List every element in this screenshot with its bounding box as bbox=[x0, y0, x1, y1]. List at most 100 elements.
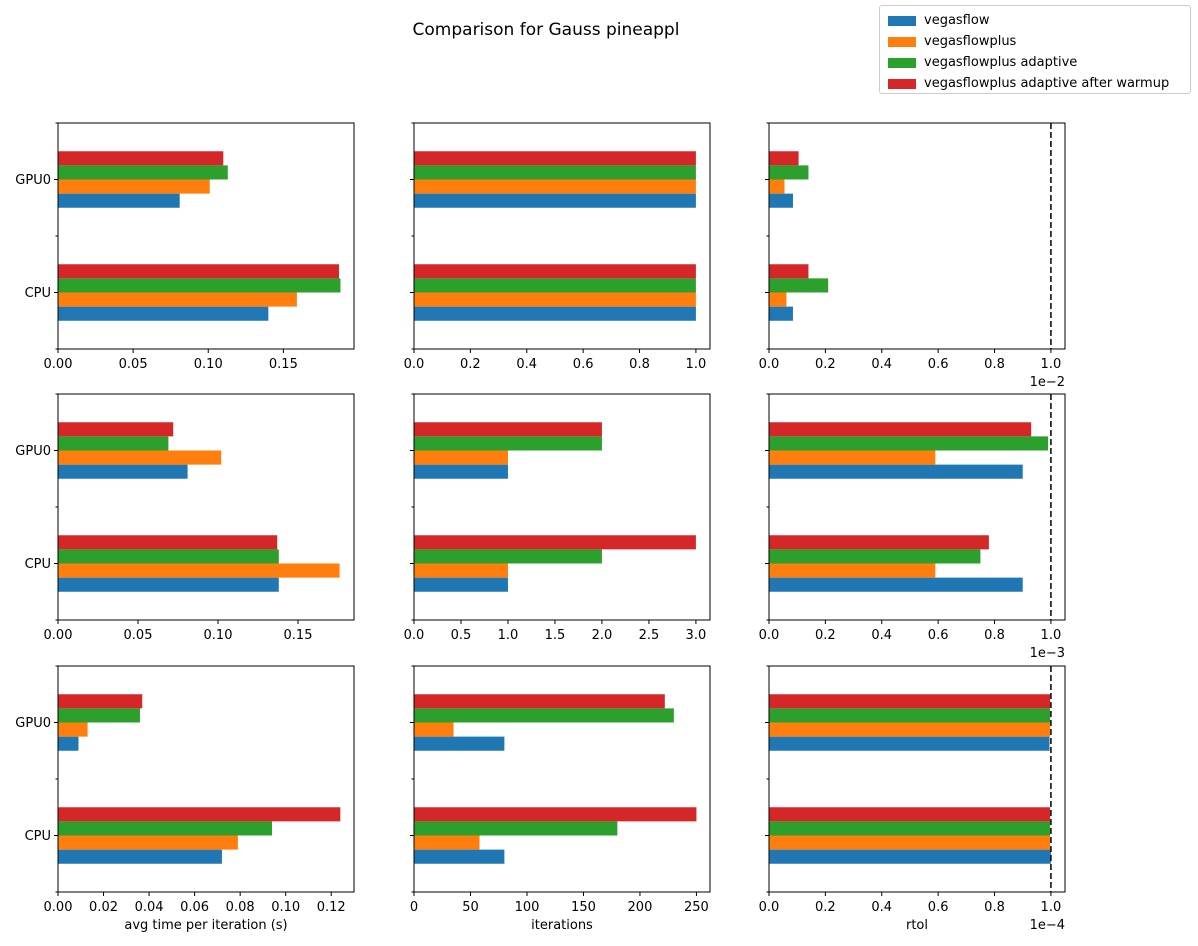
bar bbox=[58, 694, 143, 709]
axis-offset-label: 1e−4 bbox=[1030, 918, 1065, 933]
axis-offset-label: 1e−3 bbox=[1030, 646, 1065, 661]
x-tick-label: 0.4 bbox=[871, 900, 892, 915]
bar bbox=[769, 306, 793, 321]
bar bbox=[58, 422, 174, 437]
bar bbox=[414, 807, 697, 822]
x-tick-label: 0.6 bbox=[928, 628, 949, 643]
bar bbox=[58, 436, 169, 451]
bar bbox=[58, 849, 222, 864]
bar bbox=[769, 835, 1051, 850]
x-tick-label: 50 bbox=[462, 900, 479, 915]
legend-swatch bbox=[888, 36, 916, 47]
x-tick-label: 2.5 bbox=[639, 628, 660, 643]
bar bbox=[414, 535, 696, 550]
bar bbox=[58, 549, 279, 564]
x-tick-label: 0.4 bbox=[871, 357, 892, 372]
bar bbox=[769, 722, 1051, 737]
x-tick-label: 0.5 bbox=[451, 628, 472, 643]
bar bbox=[58, 151, 224, 166]
bar bbox=[769, 807, 1051, 822]
x-tick-label: 0.0 bbox=[759, 357, 780, 372]
x-tick-label: 1.0 bbox=[1041, 900, 1062, 915]
bar bbox=[769, 549, 981, 564]
bar bbox=[769, 165, 809, 180]
x-tick-label: 0.00 bbox=[44, 357, 73, 372]
bar bbox=[769, 450, 936, 465]
x-tick-label: 0.15 bbox=[269, 357, 298, 372]
bar bbox=[769, 821, 1051, 836]
x-tick-label: 0.8 bbox=[629, 357, 650, 372]
bar bbox=[414, 264, 696, 279]
x-tick-label: 1.0 bbox=[1041, 357, 1062, 372]
bar bbox=[414, 821, 618, 836]
bar bbox=[769, 278, 829, 293]
x-tick-label: 200 bbox=[628, 900, 653, 915]
x-tick-label: 0.2 bbox=[815, 900, 836, 915]
x-tick-label: 0.4 bbox=[516, 357, 537, 372]
bar bbox=[769, 535, 989, 550]
x-tick-label: 0.6 bbox=[573, 357, 594, 372]
bar bbox=[414, 306, 696, 321]
y-tick-label: GPU0 bbox=[15, 173, 51, 188]
legend-item: vegasflowplus adaptive bbox=[888, 52, 1182, 73]
x-tick-label: 0.2 bbox=[815, 357, 836, 372]
bar bbox=[414, 849, 505, 864]
bar bbox=[414, 694, 665, 709]
bar bbox=[58, 577, 279, 592]
x-tick-label: 0.05 bbox=[119, 357, 148, 372]
bar bbox=[414, 179, 696, 194]
x-tick-label: 0 bbox=[410, 900, 418, 915]
x-tick-label: 0.6 bbox=[928, 900, 949, 915]
legend-swatch bbox=[888, 15, 916, 26]
bar bbox=[769, 694, 1051, 709]
legend: vegasflow vegasflowplus vegasflowplus ad… bbox=[879, 5, 1191, 94]
bar bbox=[414, 450, 508, 465]
legend-swatch bbox=[888, 57, 916, 68]
x-tick-label: 3.0 bbox=[686, 628, 707, 643]
bar bbox=[414, 736, 505, 751]
bar bbox=[58, 165, 228, 180]
bar bbox=[414, 151, 696, 166]
bar bbox=[58, 736, 79, 751]
bar bbox=[58, 535, 278, 550]
bar bbox=[769, 179, 785, 194]
bar bbox=[414, 278, 696, 293]
legend-label: vegasflowplus adaptive after warmup bbox=[924, 76, 1170, 91]
bar bbox=[769, 264, 809, 279]
bar bbox=[58, 563, 340, 578]
x-tick-label: 0.06 bbox=[180, 900, 209, 915]
x-tick-label: 1.0 bbox=[498, 628, 519, 643]
x-tick-label: 0.8 bbox=[984, 628, 1005, 643]
bar bbox=[769, 464, 1023, 479]
x-tick-label: 0.00 bbox=[44, 900, 73, 915]
bar bbox=[769, 708, 1051, 723]
x-tick-label: 2.0 bbox=[592, 628, 613, 643]
x-tick-label: 0.0 bbox=[759, 900, 780, 915]
legend-label: vegasflow bbox=[924, 13, 990, 28]
bar bbox=[414, 549, 602, 564]
bar bbox=[58, 722, 88, 737]
x-tick-label: 0.10 bbox=[204, 628, 233, 643]
bar bbox=[58, 835, 238, 850]
x-tick-label: 0.4 bbox=[871, 628, 892, 643]
bar bbox=[414, 464, 508, 479]
x-tick-label: 0.10 bbox=[194, 357, 223, 372]
x-tick-label: 0.0 bbox=[404, 628, 425, 643]
x-tick-label: 0.05 bbox=[124, 628, 153, 643]
x-tick-label: 250 bbox=[684, 900, 709, 915]
x-tick-label: 0.2 bbox=[815, 628, 836, 643]
x-tick-label: 1.0 bbox=[1041, 628, 1062, 643]
bar bbox=[769, 849, 1051, 864]
x-tick-label: 0.02 bbox=[89, 900, 118, 915]
legend-item: vegasflowplus bbox=[888, 31, 1182, 52]
y-tick-label: CPU bbox=[25, 557, 51, 572]
bar bbox=[58, 821, 273, 836]
bar bbox=[58, 306, 269, 321]
x-tick-label: 0.0 bbox=[404, 357, 425, 372]
x-tick-label: 0.8 bbox=[984, 357, 1005, 372]
bar bbox=[769, 577, 1023, 592]
x-tick-label: 0.15 bbox=[284, 628, 313, 643]
x-tick-label: 100 bbox=[515, 900, 540, 915]
bar bbox=[414, 835, 480, 850]
